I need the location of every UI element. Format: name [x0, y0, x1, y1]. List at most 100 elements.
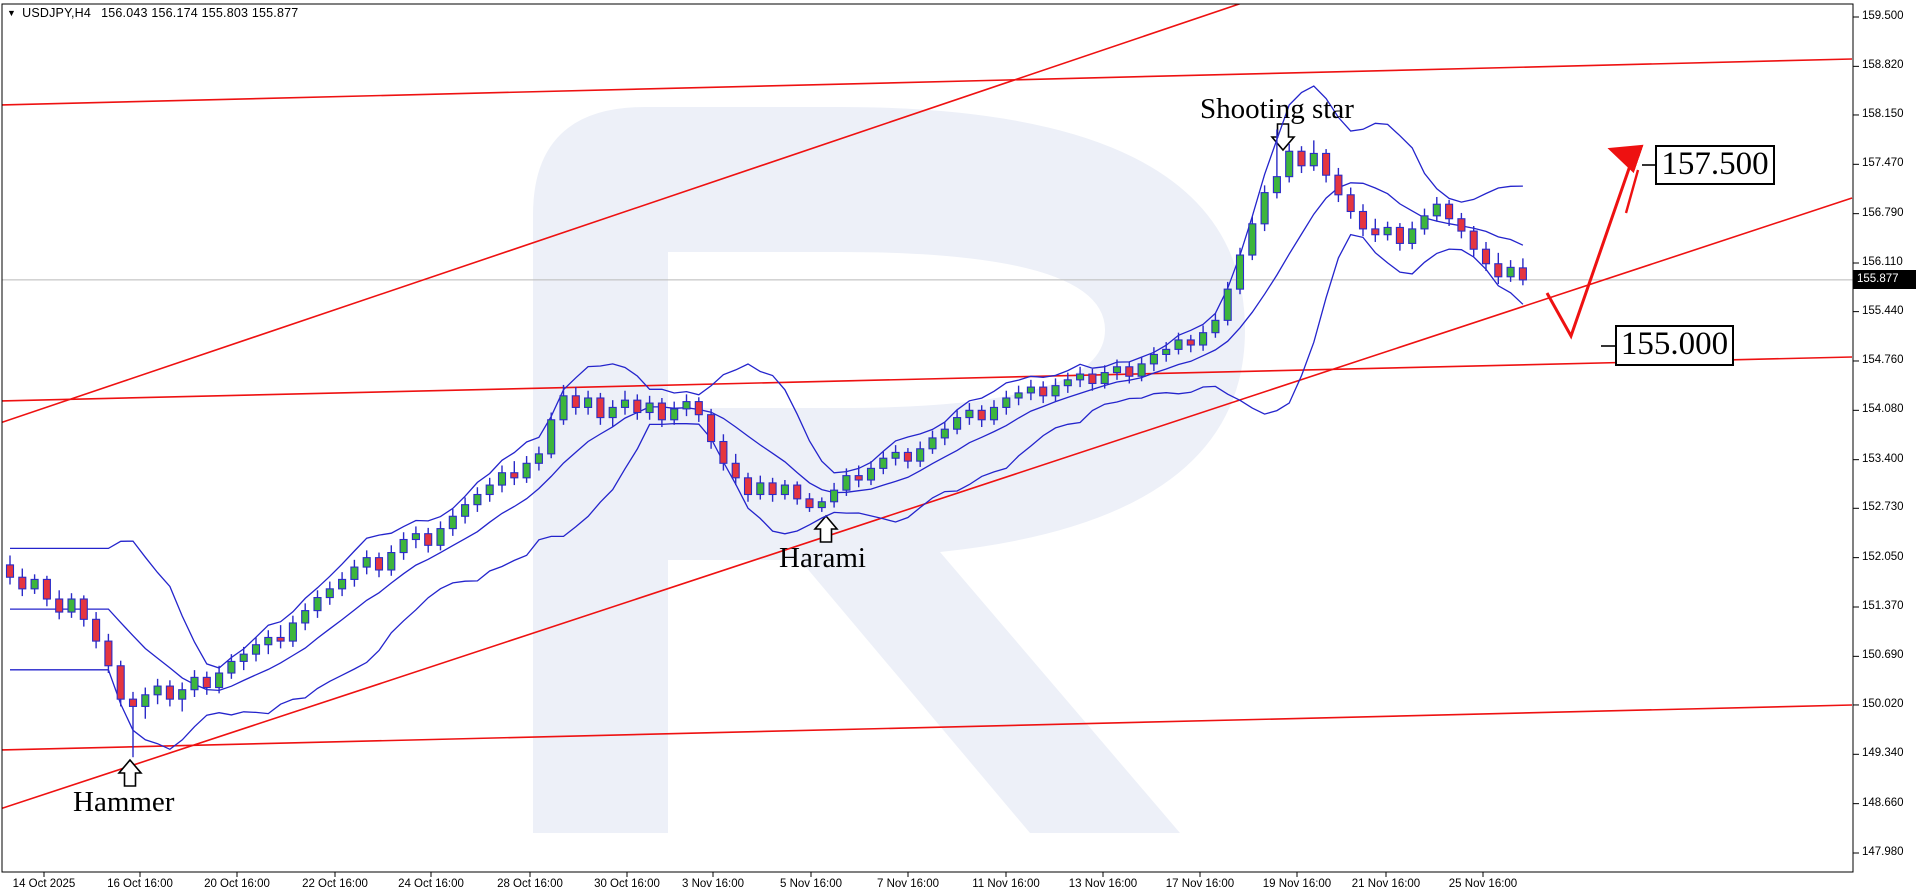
candle-body-bear — [719, 440, 728, 464]
candle-body-bull — [1235, 254, 1245, 290]
candle-body-bull — [670, 408, 679, 421]
candle-body-bear — [805, 498, 814, 509]
candle-body-bull — [190, 676, 199, 691]
harami-label[interactable]: Harami — [779, 542, 866, 574]
candle-body-bull — [411, 533, 420, 541]
bullish-projection-arrow[interactable] — [1545, 144, 1644, 340]
candle-body-bear — [1395, 226, 1404, 244]
candle-body-bull — [264, 636, 273, 646]
candle-body-bull — [1063, 379, 1072, 387]
candle-body-bull — [1051, 385, 1060, 397]
shooting-star-label[interactable]: Shooting star — [1200, 93, 1354, 125]
candle-body-bull — [227, 660, 236, 674]
price-axis-label: 153.400 — [1862, 452, 1904, 465]
candle-body-bull — [620, 399, 630, 408]
target-155000-box[interactable]: 155.000 — [1615, 325, 1734, 366]
candle-body-bull — [866, 467, 876, 481]
time-axis-label: 14 Oct 2025 — [12, 878, 76, 890]
candle-body-bull — [891, 451, 900, 459]
candle-body-bull — [338, 578, 347, 590]
candle-body-bull — [1432, 203, 1441, 217]
candle-body-bull — [559, 395, 568, 421]
candle-body-bull — [817, 501, 826, 509]
shooting-star-arrow-icon[interactable] — [1270, 123, 1296, 152]
candle-body-bull — [1174, 339, 1183, 350]
time-axis-label: 16 Oct 16:00 — [107, 878, 173, 890]
harami-arrow-icon[interactable] — [813, 514, 839, 543]
symbol-dropdown-icon[interactable]: ▼ — [7, 8, 17, 18]
candle-body-bull — [387, 552, 396, 571]
candle-body-bull — [1162, 348, 1171, 355]
price-axis-label: 147.980 — [1862, 846, 1904, 858]
candle-body-bull — [473, 493, 482, 506]
price-axis-label: 159.500 — [1862, 10, 1904, 22]
price-axis-label: 158.820 — [1862, 59, 1904, 72]
candle-body-bull — [928, 437, 937, 450]
time-axis-label: 30 Oct 16:00 — [594, 878, 660, 890]
candle-body-bull — [547, 419, 556, 455]
candle-body-bear — [707, 414, 716, 443]
price-axis-label: 150.690 — [1862, 649, 1904, 662]
trendline-horizontal-low[interactable] — [0, 704, 1853, 751]
time-axis-label: 13 Nov 16:00 — [1068, 878, 1138, 890]
candle-body-bear — [768, 482, 777, 496]
candle-body-bull — [1420, 215, 1429, 230]
candle-body-bull — [522, 462, 531, 479]
candle-body-bear — [104, 640, 113, 667]
candle-body-bear — [694, 401, 703, 416]
candle-body-bear — [596, 397, 605, 419]
price-axis-label: 154.760 — [1862, 353, 1904, 366]
candle-body-bear — [1334, 174, 1343, 196]
candle-body-bull — [1014, 392, 1023, 399]
candle-body-bull — [780, 484, 789, 496]
time-axis-label: 25 Nov 16:00 — [1448, 878, 1518, 890]
candle-body-bull — [215, 672, 224, 689]
candle-body-bear — [1481, 248, 1491, 265]
candle-body-bear — [116, 665, 125, 700]
candle-body-bull — [141, 694, 150, 707]
candle-body-bull — [288, 622, 297, 642]
hammer-label[interactable]: Hammer — [73, 786, 175, 818]
candle-body-bear — [165, 685, 174, 700]
candle-body-bear — [276, 636, 285, 642]
symbol-name: USDJPY,H4 — [22, 6, 92, 20]
candle-body-bull — [461, 504, 470, 517]
candle-body-bull — [645, 402, 654, 414]
candle-body-bull — [485, 484, 494, 496]
candle-body-bull — [251, 644, 261, 655]
bollinger-middle-band — [10, 182, 1524, 692]
plot-area[interactable] — [0, 0, 1853, 833]
candle-body-bear — [1322, 152, 1331, 176]
bollinger-lower-band — [10, 233, 1524, 751]
trendline-horizontal-mid[interactable] — [0, 356, 1853, 402]
candle-body-bear — [977, 409, 986, 421]
price-axis-label: 148.660 — [1862, 796, 1904, 809]
candle-body-bull — [399, 538, 408, 554]
price-axis-label: 158.150 — [1862, 107, 1904, 120]
time-axis-label: 24 Oct 16:00 — [398, 878, 464, 890]
hammer-arrow-icon[interactable] — [117, 758, 143, 787]
time-axis-label: 3 Nov 16:00 — [681, 878, 745, 890]
target-157500-box[interactable]: 157.500 — [1655, 145, 1775, 185]
trendline-resistance-upper[interactable] — [0, 58, 1853, 106]
candle-body-bear — [793, 484, 802, 500]
time-axis-label: 20 Oct 16:00 — [204, 878, 270, 890]
trendline-ascending-steep-upper[interactable] — [0, 0, 1251, 424]
candle-body-bear — [1358, 210, 1368, 230]
candle-body-bull — [67, 598, 76, 613]
candle-body-bear — [854, 475, 863, 481]
candle-body-bull — [1506, 266, 1515, 278]
candle-body-bear — [42, 578, 51, 600]
candle-body-bear — [1518, 267, 1527, 281]
price-axis-label: 152.050 — [1862, 550, 1904, 563]
candle-body-bear — [18, 576, 27, 590]
candle-body-bear — [1346, 194, 1355, 213]
candle-body-bear — [92, 618, 101, 642]
candle-body-bear — [128, 698, 138, 707]
candle-body-bear — [424, 533, 433, 546]
candle-body-bear — [1297, 150, 1306, 167]
candle-body-bull — [239, 653, 248, 662]
candle-body-bull — [965, 409, 974, 419]
